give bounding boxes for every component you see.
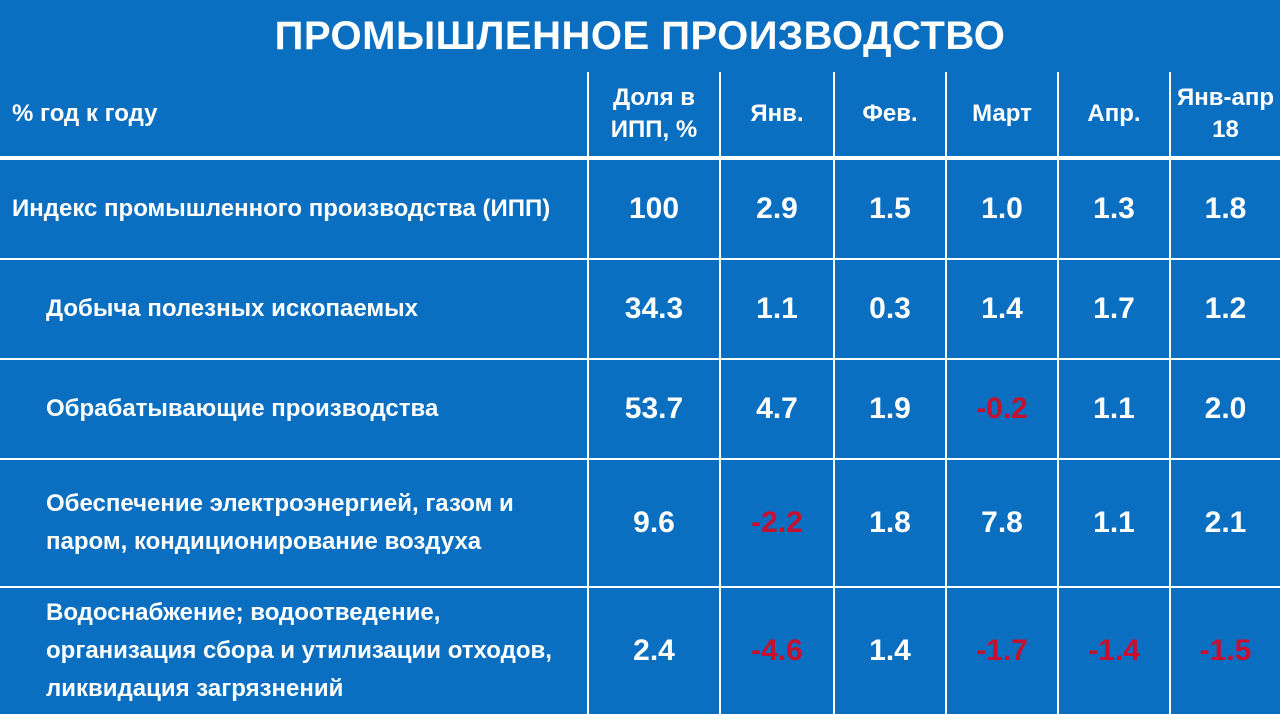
cell-mar: -1.7	[946, 587, 1059, 716]
cell-jan-apr: 2.0	[1170, 359, 1280, 460]
table-header-row: % год к году Доля в ИПП, % Янв. Фев. Мар…	[0, 72, 1280, 160]
cell-apr: 1.1	[1058, 359, 1171, 460]
cell-jan-apr: -1.5	[1170, 587, 1280, 716]
cell-jan: -2.2	[720, 459, 835, 588]
page-title: ПРОМЫШЛЕННОЕ ПРОИЗВОДСТВО	[274, 14, 1006, 58]
cell-share: 100	[588, 158, 721, 260]
cell-apr: -1.4	[1058, 587, 1171, 716]
cell-jan: -4.6	[720, 587, 835, 716]
cell-share: 9.6	[588, 459, 721, 588]
row-label: Добыча полезных ископаемых	[0, 259, 589, 360]
cell-apr: 1.7	[1058, 259, 1171, 360]
cell-mar: 1.0	[946, 158, 1059, 260]
cell-share: 2.4	[588, 587, 721, 716]
cell-feb: 1.4	[834, 587, 947, 716]
cell-share: 53.7	[588, 359, 721, 460]
header-apr: Апр.	[1058, 72, 1171, 160]
cell-apr: 1.3	[1058, 158, 1171, 260]
table-row: Индекс промышленного производства (ИПП) …	[0, 158, 1280, 260]
table-row: Добыча полезных ископаемых 34.3 1.1 0.3 …	[0, 259, 1280, 360]
cell-apr: 1.1	[1058, 459, 1171, 588]
cell-jan-apr: 2.1	[1170, 459, 1280, 588]
table-row: Обрабатывающие производства 53.7 4.7 1.9…	[0, 359, 1280, 460]
cell-jan: 4.7	[720, 359, 835, 460]
header-label: % год к году	[0, 72, 589, 160]
cell-jan: 2.9	[720, 158, 835, 260]
cell-jan-apr: 1.2	[1170, 259, 1280, 360]
header-feb: Фев.	[834, 72, 947, 160]
cell-feb: 1.8	[834, 459, 947, 588]
cell-mar: -0.2	[946, 359, 1059, 460]
header-share: Доля в ИПП, %	[588, 72, 721, 160]
cell-mar: 7.8	[946, 459, 1059, 588]
header-jan: Янв.	[720, 72, 835, 160]
row-label: Водоснабжение; водоотведение, организаци…	[0, 587, 589, 716]
cell-share: 34.3	[588, 259, 721, 360]
cell-jan: 1.1	[720, 259, 835, 360]
industrial-production-table: % год к году Доля в ИПП, % Янв. Фев. Мар…	[0, 72, 1280, 716]
cell-feb: 1.9	[834, 359, 947, 460]
header-jan-apr: Янв-апр 18	[1170, 72, 1280, 160]
row-label: Индекс промышленного производства (ИПП)	[0, 158, 589, 260]
row-label: Обрабатывающие производства	[0, 359, 589, 460]
cell-mar: 1.4	[946, 259, 1059, 360]
table-row: Обеспечение электроэнергией, газом и пар…	[0, 459, 1280, 588]
cell-feb: 0.3	[834, 259, 947, 360]
header-mar: Март	[946, 72, 1059, 160]
cell-jan-apr: 1.8	[1170, 158, 1280, 260]
row-label: Обеспечение электроэнергией, газом и пар…	[0, 459, 589, 588]
table-row: Водоснабжение; водоотведение, организаци…	[0, 587, 1280, 716]
cell-feb: 1.5	[834, 158, 947, 260]
